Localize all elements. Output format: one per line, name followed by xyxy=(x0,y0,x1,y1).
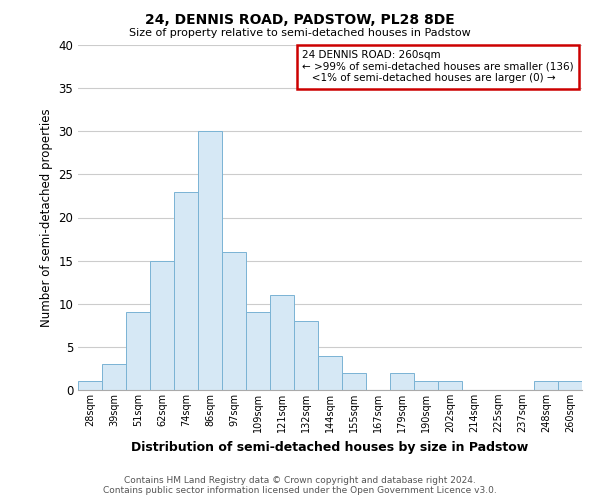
Bar xyxy=(294,321,318,390)
X-axis label: Distribution of semi-detached houses by size in Padstow: Distribution of semi-detached houses by … xyxy=(131,440,529,454)
Y-axis label: Number of semi-detached properties: Number of semi-detached properties xyxy=(40,108,53,327)
Bar xyxy=(342,373,366,390)
Bar xyxy=(174,192,198,390)
Bar xyxy=(246,312,270,390)
Bar xyxy=(102,364,126,390)
Bar xyxy=(78,382,102,390)
Bar xyxy=(318,356,342,390)
Bar xyxy=(198,131,222,390)
Text: 24, DENNIS ROAD, PADSTOW, PL28 8DE: 24, DENNIS ROAD, PADSTOW, PL28 8DE xyxy=(145,12,455,26)
Text: Contains HM Land Registry data © Crown copyright and database right 2024.
Contai: Contains HM Land Registry data © Crown c… xyxy=(103,476,497,495)
Text: Size of property relative to semi-detached houses in Padstow: Size of property relative to semi-detach… xyxy=(129,28,471,38)
Bar xyxy=(558,382,582,390)
Bar xyxy=(270,295,294,390)
Bar xyxy=(390,373,414,390)
Bar xyxy=(438,382,462,390)
Bar xyxy=(534,382,558,390)
Bar xyxy=(150,260,174,390)
Bar xyxy=(222,252,246,390)
Bar xyxy=(126,312,150,390)
Bar xyxy=(414,382,438,390)
Text: 24 DENNIS ROAD: 260sqm
← >99% of semi-detached houses are smaller (136)
   <1% o: 24 DENNIS ROAD: 260sqm ← >99% of semi-de… xyxy=(302,50,574,84)
